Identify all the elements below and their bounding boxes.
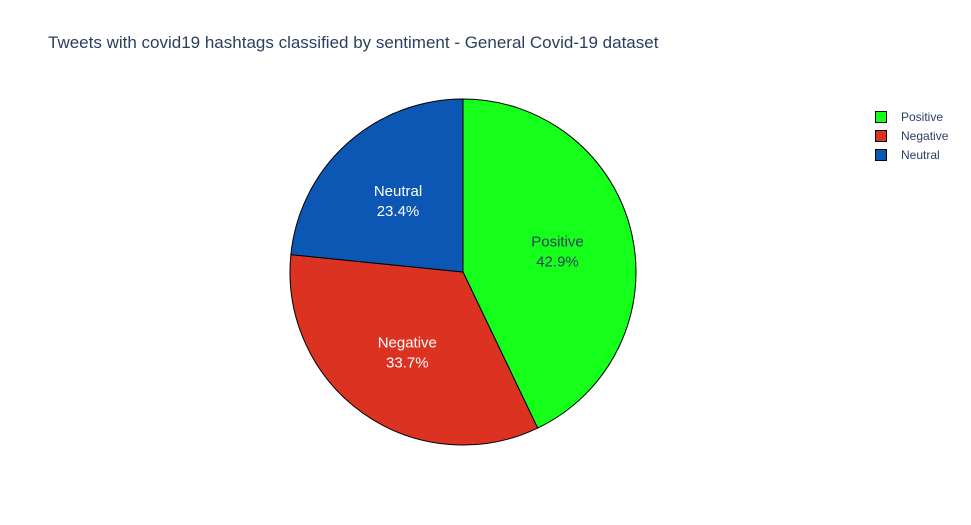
legend-swatch-positive [875, 110, 887, 123]
pie-slice-positive[interactable] [462, 98, 637, 429]
pie-slice-neutral[interactable] [290, 98, 464, 273]
slice-label-name-negative: Negative [378, 334, 437, 351]
slice-label-value-positive: 42.9% [536, 254, 579, 271]
legend-item-positive[interactable]: Positive [875, 107, 948, 126]
slice-label-positive: Positive 42.9% [531, 234, 584, 271]
pie-slice-labels: Positive 42.9% Negative 33.7% Neutral 23.4% [374, 183, 584, 371]
pie-slice-negative[interactable] [289, 254, 539, 446]
legend-item-negative[interactable]: Negative [875, 126, 948, 145]
pie-slices [289, 98, 637, 446]
slice-label-name-neutral: Neutral [374, 183, 422, 200]
slice-label-value-neutral: 23.4% [377, 203, 420, 220]
legend: Positive Negative Neutral [875, 107, 948, 164]
slice-label-neutral: Neutral 23.4% [374, 183, 422, 220]
legend-label-negative: Negative [901, 128, 949, 143]
slice-label-name-positive: Positive [531, 234, 584, 251]
slice-label-value-negative: 33.7% [386, 354, 429, 371]
legend-swatch-negative [875, 129, 887, 142]
legend-item-neutral[interactable]: Neutral [875, 145, 948, 164]
legend-swatch-neutral [875, 148, 887, 161]
chart-title: Tweets with covid19 hashtags classified … [48, 33, 659, 52]
legend-label-neutral: Neutral [901, 147, 940, 162]
slice-label-negative: Negative 33.7% [378, 334, 437, 371]
legend-label-positive: Positive [901, 109, 944, 124]
